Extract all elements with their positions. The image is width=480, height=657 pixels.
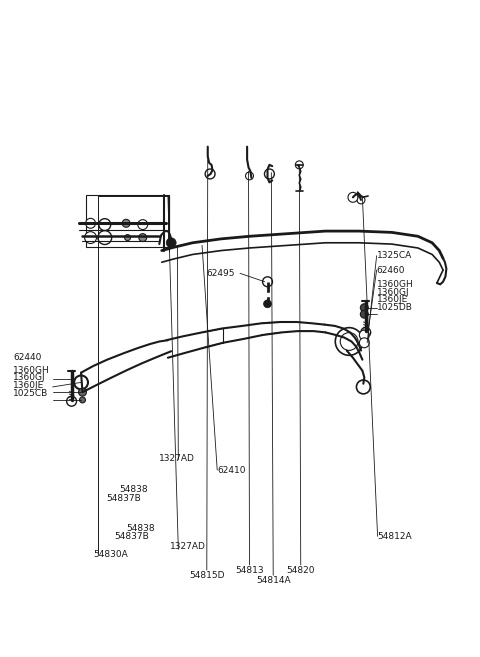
Text: 62440: 62440: [13, 353, 42, 362]
Bar: [86, 194, 169, 246]
Circle shape: [264, 169, 275, 179]
Circle shape: [264, 300, 272, 307]
Circle shape: [263, 277, 273, 286]
Circle shape: [85, 218, 96, 228]
Circle shape: [122, 219, 130, 227]
Circle shape: [74, 376, 88, 390]
Text: 54837B: 54837B: [114, 532, 149, 541]
Text: 54837B: 54837B: [107, 494, 141, 503]
Circle shape: [357, 380, 370, 394]
Text: 1325CA: 1325CA: [377, 251, 412, 260]
Circle shape: [360, 338, 369, 348]
Text: 54813: 54813: [235, 566, 264, 575]
Circle shape: [79, 388, 86, 396]
Text: 1360JE: 1360JE: [377, 296, 408, 304]
Text: 54820: 54820: [287, 566, 315, 575]
Text: 54838: 54838: [126, 524, 155, 533]
Circle shape: [246, 172, 253, 180]
Text: 1025DB: 1025DB: [377, 304, 412, 312]
Text: 1327AD: 1327AD: [170, 542, 205, 551]
Circle shape: [67, 396, 76, 406]
Circle shape: [360, 304, 368, 311]
Text: 62410: 62410: [217, 466, 246, 474]
Circle shape: [139, 234, 147, 242]
Text: 54838: 54838: [119, 485, 147, 494]
Text: 1025CB: 1025CB: [13, 389, 48, 398]
Circle shape: [340, 332, 358, 350]
Circle shape: [295, 161, 303, 169]
Circle shape: [98, 231, 112, 244]
Text: 1360GH: 1360GH: [377, 280, 413, 289]
Text: 1360GJ: 1360GJ: [377, 288, 409, 296]
Text: 54814A: 54814A: [256, 576, 290, 585]
Circle shape: [348, 193, 358, 202]
Circle shape: [166, 238, 176, 248]
Circle shape: [80, 397, 85, 403]
Circle shape: [360, 310, 368, 318]
Text: 1327AD: 1327AD: [159, 454, 195, 463]
Circle shape: [205, 169, 215, 179]
Circle shape: [361, 327, 371, 337]
Text: 54830A: 54830A: [94, 550, 128, 559]
Circle shape: [360, 330, 369, 340]
Text: 62495: 62495: [207, 269, 235, 278]
Text: 1360GJ: 1360GJ: [13, 373, 46, 382]
Text: 62460: 62460: [377, 265, 405, 275]
Circle shape: [125, 235, 131, 240]
Circle shape: [99, 219, 111, 231]
Text: 1360GH: 1360GH: [13, 365, 50, 374]
Circle shape: [84, 232, 96, 244]
Circle shape: [357, 196, 365, 204]
Text: 54815D: 54815D: [189, 571, 225, 579]
Text: 54812A: 54812A: [378, 532, 412, 541]
Circle shape: [336, 328, 363, 355]
Text: 1360JE: 1360JE: [13, 381, 45, 390]
Circle shape: [138, 219, 148, 229]
